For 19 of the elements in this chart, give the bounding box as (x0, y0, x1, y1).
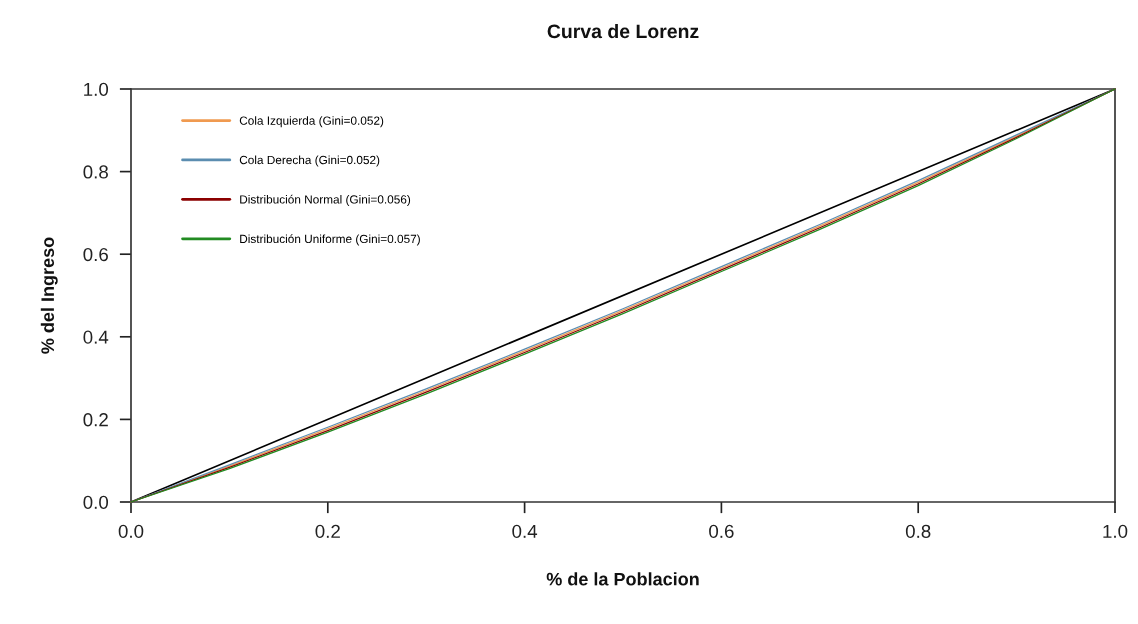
x-tick-label: 0.8 (905, 524, 931, 538)
y-tick-label: 1.0 (84, 82, 109, 96)
legend-label: Distribución Uniforme (Gini=0.057) (240, 234, 420, 246)
legend-label: Cola Izquierda (Gini=0.052) (239, 116, 384, 128)
y-tick-label: 0.8 (83, 165, 108, 179)
x-tick-label: 0.2 (315, 524, 340, 538)
y-tick-label: 0.2 (83, 413, 108, 427)
y-tick-label: 0.4 (83, 330, 109, 344)
y-axis-title: % del Ingreso (40, 237, 58, 354)
y-tick-label: 0.0 (83, 495, 109, 509)
y-tick-label: 0.6 (83, 247, 108, 262)
legend-label: Cola Derecha (Gini=0.052) (239, 155, 380, 167)
chart-title: Curva de Lorenz (547, 23, 699, 39)
x-tick-label: 0.6 (709, 524, 734, 538)
legend-label: Distribución Normal (Gini=0.056) (240, 194, 411, 206)
x-tick-label: 0.4 (512, 524, 538, 538)
x-axis-title: % de la Poblacion (546, 572, 699, 586)
x-tick-label: 1.0 (1103, 524, 1128, 538)
x-tick-label: 0.0 (118, 524, 144, 538)
